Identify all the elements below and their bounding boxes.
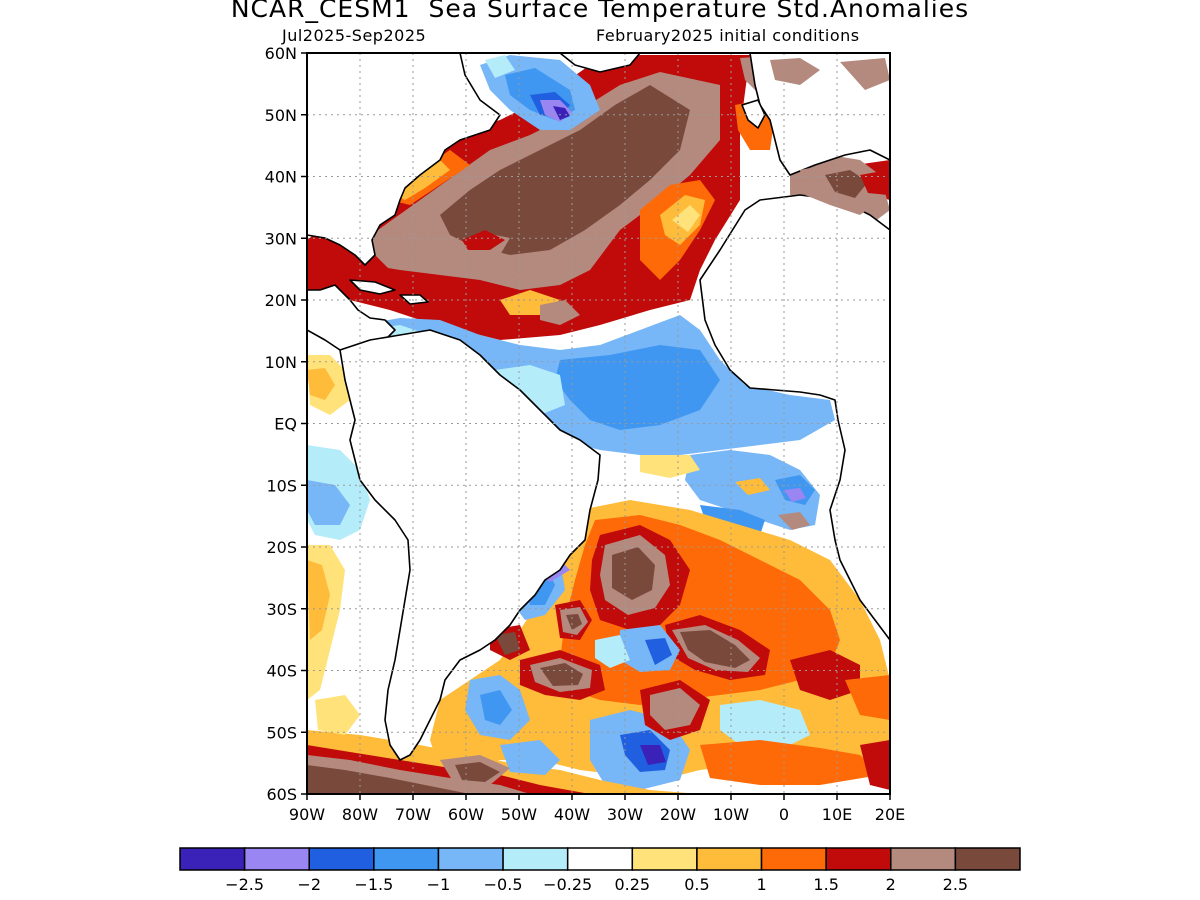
color-legend: −2.5 −2 −1.5 −1 −0.5 −0.25 0.25 0.5 1 1.5 2 2.5 — [179, 847, 1021, 894]
map-title: NCAR_CESM1 Sea Surface Temperature Std.A… — [230, 0, 970, 23]
legend-swatch — [243, 847, 310, 871]
longitude-label: 40W — [554, 805, 590, 824]
latitude-label: 20N — [265, 291, 297, 310]
latitude-label: 10N — [265, 353, 297, 372]
longitude-label: 20W — [660, 805, 696, 824]
longitude-label: 20E — [875, 805, 905, 824]
land-masses — [307, 53, 890, 761]
latitude-label: EQ — [274, 415, 297, 434]
latitude-label: 10S — [266, 476, 297, 495]
latitude-label: 40N — [265, 168, 297, 187]
forecast-period: Jul2025-Sep2025 — [282, 26, 427, 45]
longitude-axis: 90W 80W 70W 60W 50W 40W 30W 20W 10W 0 10E 20E — [289, 794, 905, 824]
latitude-label: 60S — [266, 785, 297, 804]
legend-label: 1 — [756, 875, 766, 894]
latitude-label: 40S — [266, 662, 297, 681]
latitude-label: 50S — [266, 723, 297, 742]
legend-swatch — [308, 847, 375, 871]
latitude-label: 30N — [265, 229, 297, 248]
legend-label: −0.5 — [484, 875, 523, 894]
longitude-label: 80W — [342, 805, 378, 824]
latitude-label: 50N — [265, 106, 297, 125]
legend-swatch — [696, 847, 763, 871]
legend-swatch — [437, 847, 504, 871]
legend-swatch — [825, 847, 892, 871]
anomaly-field — [307, 53, 890, 794]
legend-label: 2.5 — [943, 875, 968, 894]
legend-swatch — [566, 847, 634, 871]
legend-label: 0.5 — [684, 875, 709, 894]
legend-label: 2 — [886, 875, 896, 894]
longitude-label: 0 — [779, 805, 789, 824]
legend-label: −0.25 — [543, 875, 592, 894]
south-america-landmass — [339, 329, 601, 761]
initial-conditions: February2025 initial conditions — [596, 26, 860, 45]
longitude-label: 60W — [448, 805, 484, 824]
legend-label: −2 — [297, 875, 321, 894]
legend-label: −1 — [427, 875, 451, 894]
longitude-label: 10W — [713, 805, 749, 824]
legend-label: 1.5 — [813, 875, 838, 894]
latitude-axis: 60N 50N 40N 30N 20N 10N EQ 10S 20S 30S 40S 50S 60S — [265, 44, 307, 804]
longitude-label: 10E — [822, 805, 852, 824]
legend-label: −1.5 — [354, 875, 393, 894]
legend-swatch — [631, 847, 698, 871]
legend-swatch — [502, 847, 569, 871]
north-america-landmass — [307, 53, 501, 363]
latitude-label: 60N — [265, 44, 297, 63]
legend-swatch — [179, 847, 246, 871]
graticule — [307, 53, 890, 794]
latitude-label: 30S — [266, 600, 297, 619]
longitude-label: 90W — [289, 805, 325, 824]
legend-swatch — [890, 847, 957, 871]
legend-swatch — [954, 847, 1021, 871]
legend-swatch — [760, 847, 827, 871]
longitude-label: 30W — [607, 805, 643, 824]
legend-label: 0.25 — [614, 875, 650, 894]
legend-swatch — [373, 847, 440, 871]
latitude-label: 20S — [266, 538, 297, 557]
longitude-label: 50W — [501, 805, 537, 824]
longitude-label: 70W — [395, 805, 431, 824]
legend-label: −2.5 — [225, 875, 264, 894]
